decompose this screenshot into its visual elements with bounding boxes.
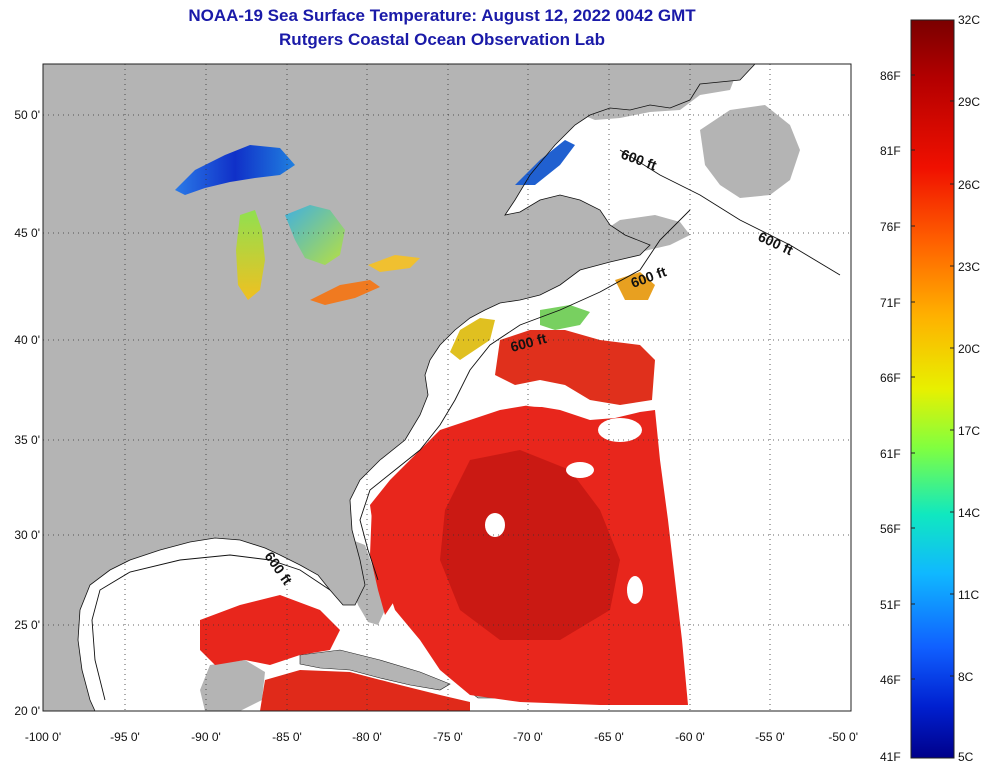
colorbar-fahrenheit-label: 66F	[880, 371, 901, 385]
isobath-600ft	[91, 149, 841, 701]
land-nova-scotia	[590, 215, 690, 255]
lon-tick-label: -50 0'	[828, 730, 858, 744]
cloud-patch	[627, 576, 643, 604]
sst-georges-cool	[615, 272, 655, 300]
lat-tick-label: 20 0'	[14, 704, 40, 718]
land-cuba	[299, 649, 451, 691]
sst-atlantic-north-warm	[495, 330, 655, 405]
colorbar-fahrenheit-label: 76F	[880, 220, 901, 234]
lon-tick-label: -65 0'	[594, 730, 624, 744]
lat-tick-label: 25 0'	[14, 618, 40, 632]
lon-tick-label: -90 0'	[191, 730, 221, 744]
lon-tick-label: -95 0'	[110, 730, 140, 744]
colorbar-fahrenheit-label: 56F	[880, 522, 901, 536]
lon-tick-label: -60 0'	[675, 730, 705, 744]
colorbar-celsius-label: 8C	[958, 670, 974, 684]
lon-tick-label: -80 0'	[352, 730, 382, 744]
coastline	[77, 64, 756, 711]
sst-gulf-warm	[200, 595, 340, 665]
lon-tick-label: -100 0'	[25, 730, 61, 744]
sst-st-lawrence-cold	[515, 140, 575, 185]
lat-axis: 50 0' 45 0' 40 0' 35 0' 30 0' 25 0' 20 0…	[14, 108, 40, 718]
colorbar-celsius-label: 23C	[958, 260, 981, 274]
land-yucatan	[200, 660, 265, 711]
cloud-patch	[566, 462, 594, 478]
lon-tick-label: -70 0'	[513, 730, 543, 744]
colorbar-celsius-label: 32C	[958, 13, 981, 27]
map-title: NOAA-19 Sea Surface Temperature: August …	[188, 6, 696, 25]
sst-shelf-cool	[450, 318, 495, 360]
lat-tick-label: 40 0'	[14, 333, 40, 347]
land-newfoundland	[700, 105, 800, 198]
lat-tick-label: 30 0'	[14, 528, 40, 542]
sst-deep-red-core	[440, 450, 620, 640]
lat-tick-label: 45 0'	[14, 226, 40, 240]
land-florida	[345, 540, 385, 625]
colorbar-fahrenheit-label: 46F	[880, 673, 901, 687]
colorbar-fahrenheit-label: 71F	[880, 296, 901, 310]
lake-superior	[175, 145, 295, 195]
colorbar-fahrenheit-label: 61F	[880, 447, 901, 461]
land-labrador	[560, 64, 740, 120]
colorbar-celsius-label: 17C	[958, 424, 981, 438]
sst-maine-cool	[540, 305, 590, 330]
lon-tick-label: -55 0'	[755, 730, 785, 744]
colorbar-fahrenheit-label: 86F	[880, 69, 901, 83]
colorbar-celsius-label: 14C	[958, 506, 981, 520]
colorbar-celsius-label: 20C	[958, 342, 981, 356]
colorbar-fahrenheit-label: 81F	[880, 144, 901, 158]
colorbar-celsius-label: 11C	[958, 588, 980, 602]
colorbar-fahrenheit-label: 41F	[880, 750, 901, 764]
lat-tick-label: 50 0'	[14, 108, 40, 122]
cloud-patch	[510, 383, 570, 407]
lon-axis: -100 0' -95 0' -90 0' -85 0' -80 0' -75 …	[25, 730, 858, 744]
colorbar-fahrenheit-label: 51F	[880, 598, 901, 612]
lake-michigan	[236, 210, 265, 300]
lake-huron	[285, 205, 345, 265]
cloud-patch	[598, 418, 642, 442]
lake-erie	[310, 280, 380, 305]
map-subtitle: Rutgers Coastal Ocean Observation Lab	[279, 30, 605, 49]
lake-ontario	[368, 255, 420, 272]
sst-caribbean-warm	[260, 670, 470, 711]
colorbar-celsius-label: 29C	[958, 95, 981, 109]
colorbar-ticks	[911, 74, 954, 680]
sst-florida-coast	[370, 490, 395, 615]
lon-tick-label: -85 0'	[272, 730, 302, 744]
land-north-america	[43, 64, 755, 711]
lat-tick-label: 35 0'	[14, 433, 40, 447]
colorbar-celsius-label: 5C	[958, 750, 974, 764]
map-frame	[42, 63, 852, 712]
cloud-patch	[485, 513, 505, 537]
colorbar-celsius-label: 26C	[958, 178, 981, 192]
lon-tick-label: -75 0'	[433, 730, 463, 744]
colorbar	[910, 19, 955, 759]
